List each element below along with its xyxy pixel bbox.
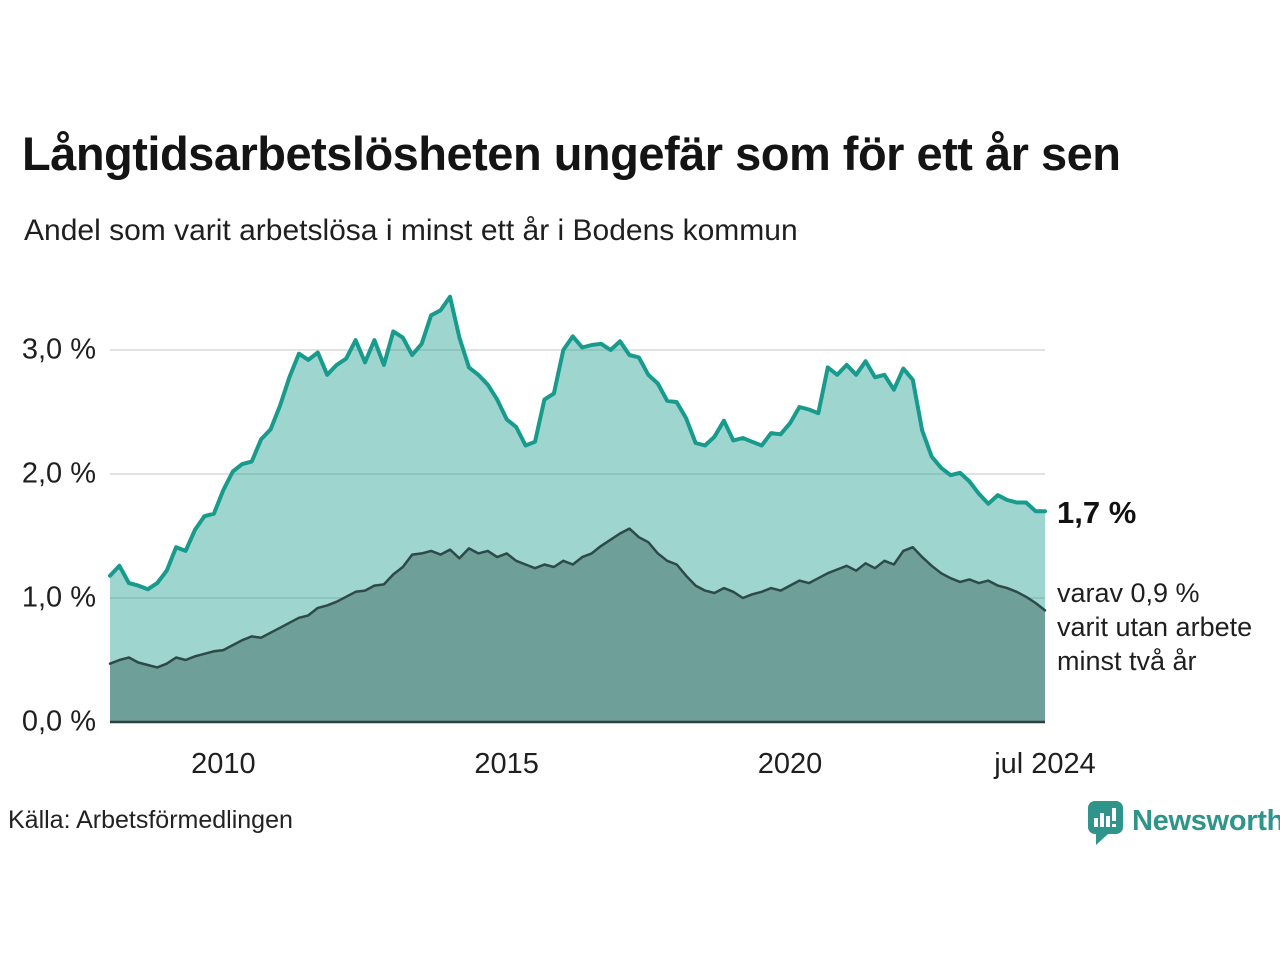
series-area [110,528,1045,722]
bar-chart-speech-bubble-icon [1088,801,1123,845]
detail-annotation: varav 0,9 % varit utan arbete minst två … [1057,576,1252,678]
latest-value-label: 1,7 % [1057,495,1137,530]
series-line [108,294,1047,592]
page-title: Långtidsarbetslösheten ungefär som för e… [22,127,1121,180]
y-axis-label: 1,0 % [21,581,96,614]
x-axis-label: 2015 [474,748,539,780]
page-subtitle: Andel som varit arbetslösa i minst ett å… [24,214,798,247]
x-axis-label: jul 2024 [994,748,1096,780]
source-attribution: Källa: Arbetsförmedlingen [8,806,293,834]
x-axis-label: 2020 [757,748,823,780]
y-axis-label: 2,0 % [21,457,96,490]
logo-wordmark: Newsworthy [1132,804,1280,837]
y-axis-label: 0,0 % [21,705,96,738]
detail-annotation-line: minst två år [1057,646,1197,677]
y-axis-label: 3,0 % [21,333,96,366]
detail-annotation-line: varav 0,9 % [1057,578,1200,608]
newsworthy-logo: Newsworthy [1086,800,1280,846]
detail-annotation-line: varit utan arbete [1057,612,1253,643]
x-axis-label: 2010 [191,748,256,780]
series-line [108,527,1047,669]
